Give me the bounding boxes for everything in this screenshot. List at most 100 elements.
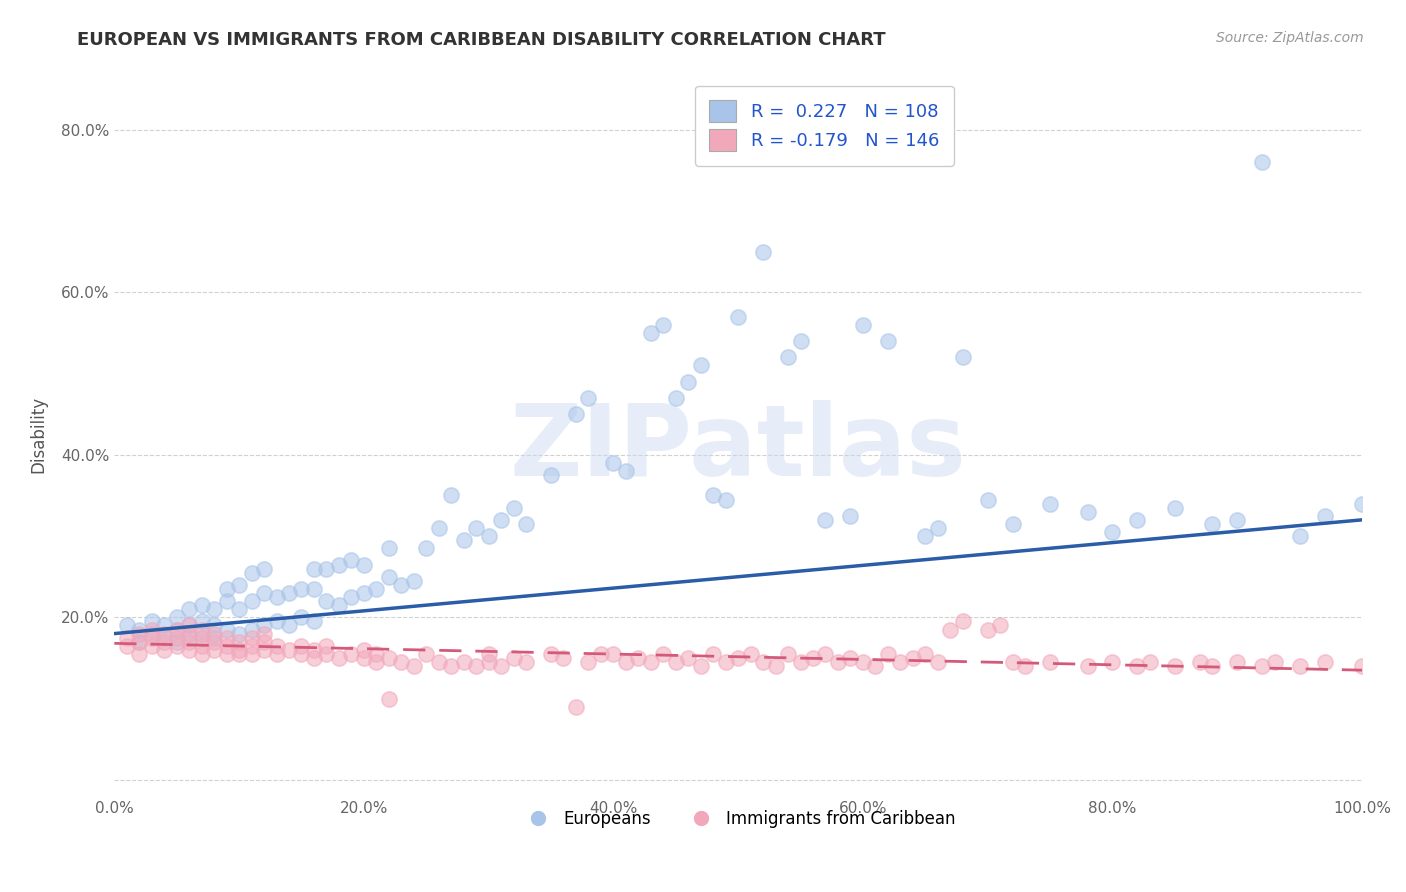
Point <box>814 513 837 527</box>
Point <box>378 541 401 556</box>
Point <box>266 590 288 604</box>
Point <box>578 655 600 669</box>
Point <box>202 618 225 632</box>
Point <box>290 582 312 596</box>
Point <box>1201 516 1223 531</box>
Point <box>489 659 512 673</box>
Point <box>141 626 163 640</box>
Point <box>478 529 501 543</box>
Point <box>678 375 700 389</box>
Point <box>190 615 212 629</box>
Point <box>1188 655 1211 669</box>
Point <box>290 647 312 661</box>
Point <box>1126 659 1149 673</box>
Point <box>190 626 212 640</box>
Point <box>215 623 238 637</box>
Point <box>502 500 524 515</box>
Point <box>278 643 301 657</box>
Point <box>540 468 562 483</box>
Point <box>153 643 176 657</box>
Point <box>714 655 737 669</box>
Point <box>876 334 898 348</box>
Point <box>689 659 711 673</box>
Point <box>240 631 263 645</box>
Point <box>315 647 337 661</box>
Point <box>215 582 238 596</box>
Point <box>952 615 974 629</box>
Point <box>752 244 775 259</box>
Point <box>865 659 887 673</box>
Point <box>765 659 787 673</box>
Point <box>302 615 325 629</box>
Point <box>278 618 301 632</box>
Point <box>366 655 388 669</box>
Point <box>240 623 263 637</box>
Point <box>415 647 437 661</box>
Point <box>353 651 375 665</box>
Point <box>1251 659 1274 673</box>
Point <box>378 651 401 665</box>
Point <box>1164 500 1187 515</box>
Point <box>266 615 288 629</box>
Point <box>253 643 276 657</box>
Point <box>776 647 799 661</box>
Point <box>190 623 212 637</box>
Text: EUROPEAN VS IMMIGRANTS FROM CARIBBEAN DISABILITY CORRELATION CHART: EUROPEAN VS IMMIGRANTS FROM CARIBBEAN DI… <box>77 31 886 49</box>
Point <box>166 610 188 624</box>
Point <box>228 647 250 661</box>
Point <box>1001 516 1024 531</box>
Point <box>253 634 276 648</box>
Point <box>153 626 176 640</box>
Point <box>1101 655 1123 669</box>
Point <box>614 464 637 478</box>
Point <box>215 594 238 608</box>
Point <box>1264 655 1286 669</box>
Point <box>1139 655 1161 669</box>
Point <box>228 626 250 640</box>
Point <box>453 655 475 669</box>
Point <box>302 651 325 665</box>
Point <box>939 623 962 637</box>
Point <box>128 634 150 648</box>
Point <box>228 643 250 657</box>
Point <box>253 618 276 632</box>
Point <box>1351 659 1374 673</box>
Point <box>652 647 675 661</box>
Point <box>427 655 450 669</box>
Point <box>215 647 238 661</box>
Text: Source: ZipAtlas.com: Source: ZipAtlas.com <box>1216 31 1364 45</box>
Point <box>240 594 263 608</box>
Point <box>128 634 150 648</box>
Point <box>453 533 475 548</box>
Point <box>141 623 163 637</box>
Point <box>179 618 201 632</box>
Point <box>141 631 163 645</box>
Point <box>1001 655 1024 669</box>
Point <box>714 492 737 507</box>
Point <box>602 647 624 661</box>
Point <box>440 488 463 502</box>
Point <box>153 618 176 632</box>
Point <box>202 634 225 648</box>
Point <box>378 570 401 584</box>
Point <box>540 647 562 661</box>
Point <box>128 626 150 640</box>
Point <box>827 655 849 669</box>
Point <box>340 553 363 567</box>
Point <box>1288 659 1310 673</box>
Point <box>240 647 263 661</box>
Point <box>290 610 312 624</box>
Point <box>179 634 201 648</box>
Point <box>402 574 425 588</box>
Point <box>179 631 201 645</box>
Point <box>852 655 875 669</box>
Point <box>378 691 401 706</box>
Point <box>315 561 337 575</box>
Point <box>179 643 201 657</box>
Point <box>889 655 911 669</box>
Point <box>515 655 537 669</box>
Y-axis label: Disability: Disability <box>30 396 46 473</box>
Point <box>839 651 862 665</box>
Point <box>478 647 501 661</box>
Point <box>614 655 637 669</box>
